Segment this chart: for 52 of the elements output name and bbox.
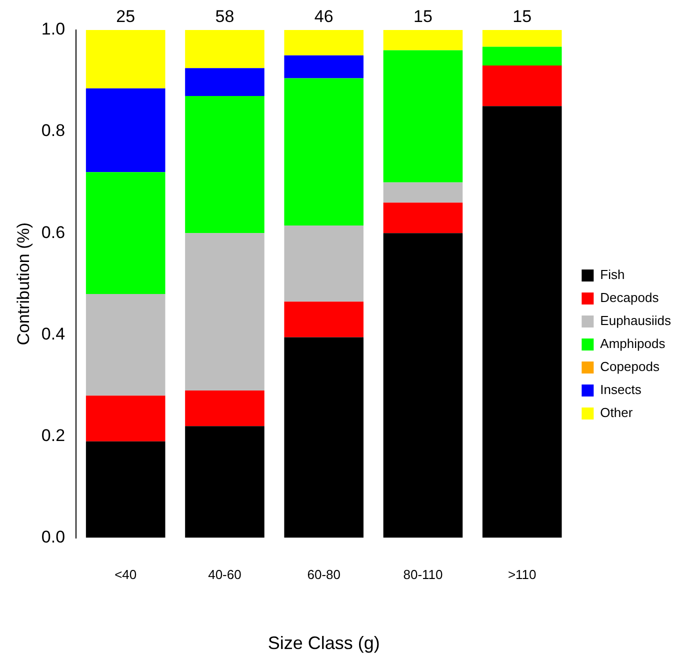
text: 15	[414, 7, 432, 26]
text: 25	[116, 7, 136, 26]
bar	[86, 88, 166, 172]
y-tick-label: 0.8	[41, 121, 66, 140]
bar	[383, 233, 463, 538]
bar	[284, 226, 364, 302]
bar	[284, 55, 364, 78]
x-tick-label: 80-110	[403, 567, 443, 582]
legend-label: Decapods	[600, 290, 660, 306]
bar	[86, 294, 166, 396]
bar	[185, 426, 264, 538]
x-tick-label: 60-80	[307, 567, 340, 582]
legend-label: Euphausiids	[600, 313, 672, 328]
legend-label: Copepods	[600, 359, 660, 374]
bar	[185, 233, 264, 391]
bar	[482, 66, 562, 106]
y-tick-label: 0.2	[41, 426, 66, 445]
bar	[383, 50, 463, 182]
bar	[185, 390, 264, 426]
bar	[383, 182, 463, 203]
bar	[284, 302, 364, 338]
y-tick-label: 0.6	[41, 222, 66, 242]
bar	[86, 396, 166, 442]
bar	[86, 172, 166, 294]
bar	[284, 337, 364, 538]
legend-label: Insects	[600, 382, 642, 398]
x-tick-label: >110	[508, 567, 536, 582]
bar	[482, 46, 562, 66]
bar	[185, 30, 264, 68]
x-tick-label: 40-60	[208, 567, 242, 582]
bar	[383, 202, 463, 234]
bar	[185, 96, 264, 234]
text: 46	[314, 7, 334, 26]
bar	[86, 30, 166, 88]
bar	[284, 78, 364, 226]
bar	[482, 106, 562, 538]
x-axis-title: Size Class (g)	[268, 633, 380, 654]
legend-label: Fish	[600, 267, 625, 282]
bar	[482, 30, 562, 47]
text: 15	[512, 7, 532, 26]
legend-label: Amphipods	[600, 336, 666, 352]
y-tick-label: 1.0	[41, 20, 66, 39]
legend-label: Other	[600, 405, 634, 420]
bar	[185, 68, 264, 96]
x-tick-label: <40	[114, 567, 137, 582]
text: 58	[215, 7, 234, 26]
y-tick-label: 0.4	[41, 324, 66, 344]
bar	[86, 441, 166, 538]
y-axis-title: Contribution (%)	[14, 222, 33, 346]
y-tick-label: 0.0	[41, 527, 66, 546]
bar	[383, 30, 463, 50]
bar	[284, 30, 364, 56]
